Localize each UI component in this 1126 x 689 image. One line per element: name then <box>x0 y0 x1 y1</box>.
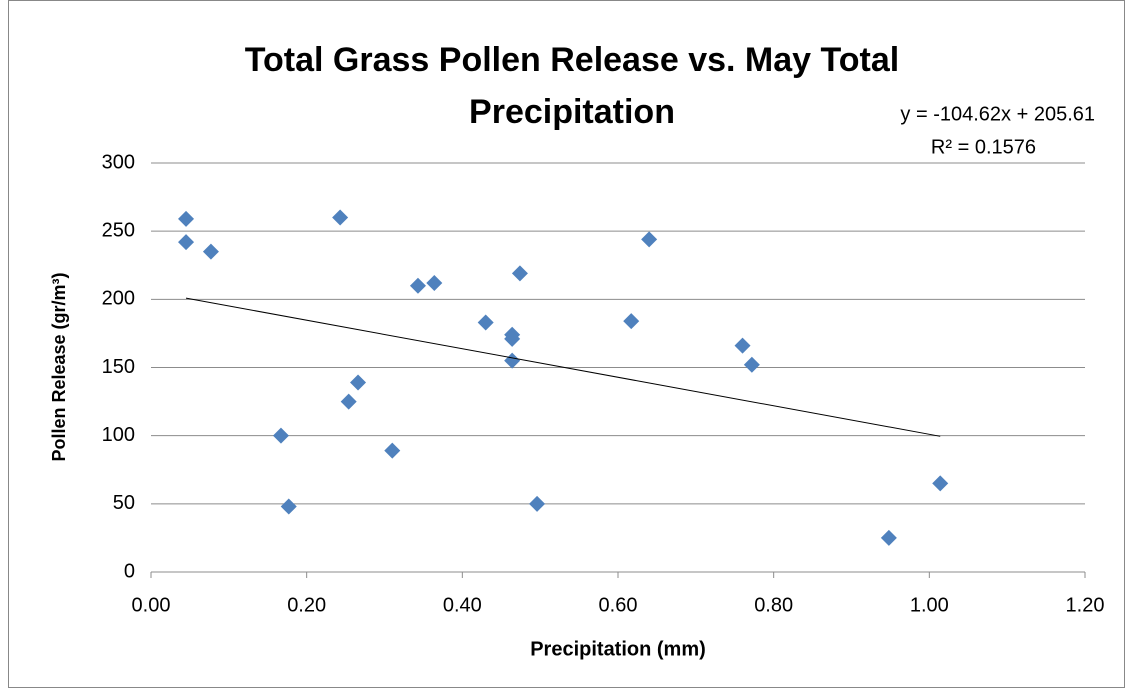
chart-title: Total Grass Pollen Release vs. May Total… <box>244 41 900 131</box>
y-axis-title: Pollen Release (gr/m³) <box>49 272 69 461</box>
data-point <box>504 330 521 347</box>
data-point <box>272 427 289 444</box>
data-point <box>350 374 367 391</box>
data-point <box>477 314 494 331</box>
data-point <box>178 234 195 251</box>
data-point <box>202 243 219 260</box>
data-point <box>332 209 349 226</box>
data-point <box>178 210 195 227</box>
y-tick-label: 150 <box>102 356 135 378</box>
y-tick-label: 250 <box>102 219 135 241</box>
y-tick-label: 200 <box>102 288 135 310</box>
data-point <box>734 337 751 354</box>
data-point <box>880 529 897 546</box>
trendline-r2: R² = 0.1576 <box>931 136 1036 158</box>
x-tick-label: 0.20 <box>287 594 326 616</box>
chart-border <box>8 0 1125 688</box>
data-point <box>409 277 426 294</box>
y-tick-label: 100 <box>102 424 135 446</box>
x-tick-label: 0.00 <box>132 594 171 616</box>
data-point <box>511 265 528 282</box>
data-point <box>529 495 546 512</box>
data-point <box>280 498 297 515</box>
data-point <box>504 352 521 369</box>
x-tick-label: 1.00 <box>910 594 949 616</box>
data-point <box>641 231 658 248</box>
data-point <box>340 393 357 410</box>
data-point <box>623 313 640 330</box>
trendline <box>185 297 941 437</box>
data-point <box>426 274 443 291</box>
data-point <box>932 475 949 492</box>
y-tick-label: 0 <box>124 560 135 582</box>
x-tick-label: 1.20 <box>1066 594 1105 616</box>
y-tick-label: 300 <box>102 151 135 173</box>
data-point <box>743 356 760 373</box>
x-tick-label: 0.60 <box>599 594 638 616</box>
data-point <box>384 442 401 459</box>
x-axis-title: Precipitation (mm) <box>530 638 706 660</box>
trendline-equation: y = -104.62x + 205.61 <box>900 103 1095 125</box>
x-tick-label: 0.80 <box>754 594 793 616</box>
y-tick-label: 50 <box>113 492 135 514</box>
x-tick-label: 0.40 <box>443 594 482 616</box>
